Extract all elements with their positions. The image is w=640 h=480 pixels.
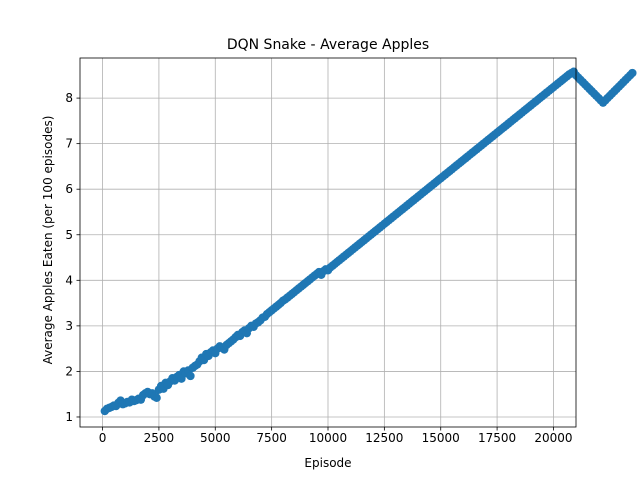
data-point [186, 371, 195, 381]
x-tick-label: 10000 [309, 431, 347, 445]
x-tick-label: 7500 [256, 431, 287, 445]
y-tick-label: 2 [65, 364, 73, 378]
x-axis-label: Episode [304, 456, 351, 470]
x-tick-label: 20000 [534, 431, 572, 445]
y-tick-label: 7 [65, 137, 73, 151]
data-series [100, 67, 637, 416]
y-tick-label: 5 [65, 228, 73, 242]
ticks: 0 2500 5000 7500 10000 12500 15000 17500 20000 1 2… [65, 91, 572, 445]
y-tick-label: 1 [65, 410, 73, 424]
y-tick-label: 6 [65, 182, 73, 196]
y-tick-label: 8 [65, 91, 73, 105]
y-tick-label: 4 [65, 273, 73, 287]
x-tick-label: 0 [99, 431, 107, 445]
x-tick-label: 5000 [200, 431, 231, 445]
x-tick-label: 17500 [478, 431, 516, 445]
x-tick-label: 15000 [422, 431, 460, 445]
chart-title: DQN Snake - Average Apples [227, 37, 429, 53]
x-tick-label: 2500 [144, 431, 175, 445]
y-axis-label: Average Apples Eaten (per 100 episodes) [41, 116, 55, 365]
y-tick-label: 3 [65, 319, 73, 333]
grid [80, 58, 576, 427]
data-point [628, 68, 637, 78]
x-tick-label: 12500 [365, 431, 403, 445]
data-point [152, 393, 161, 403]
